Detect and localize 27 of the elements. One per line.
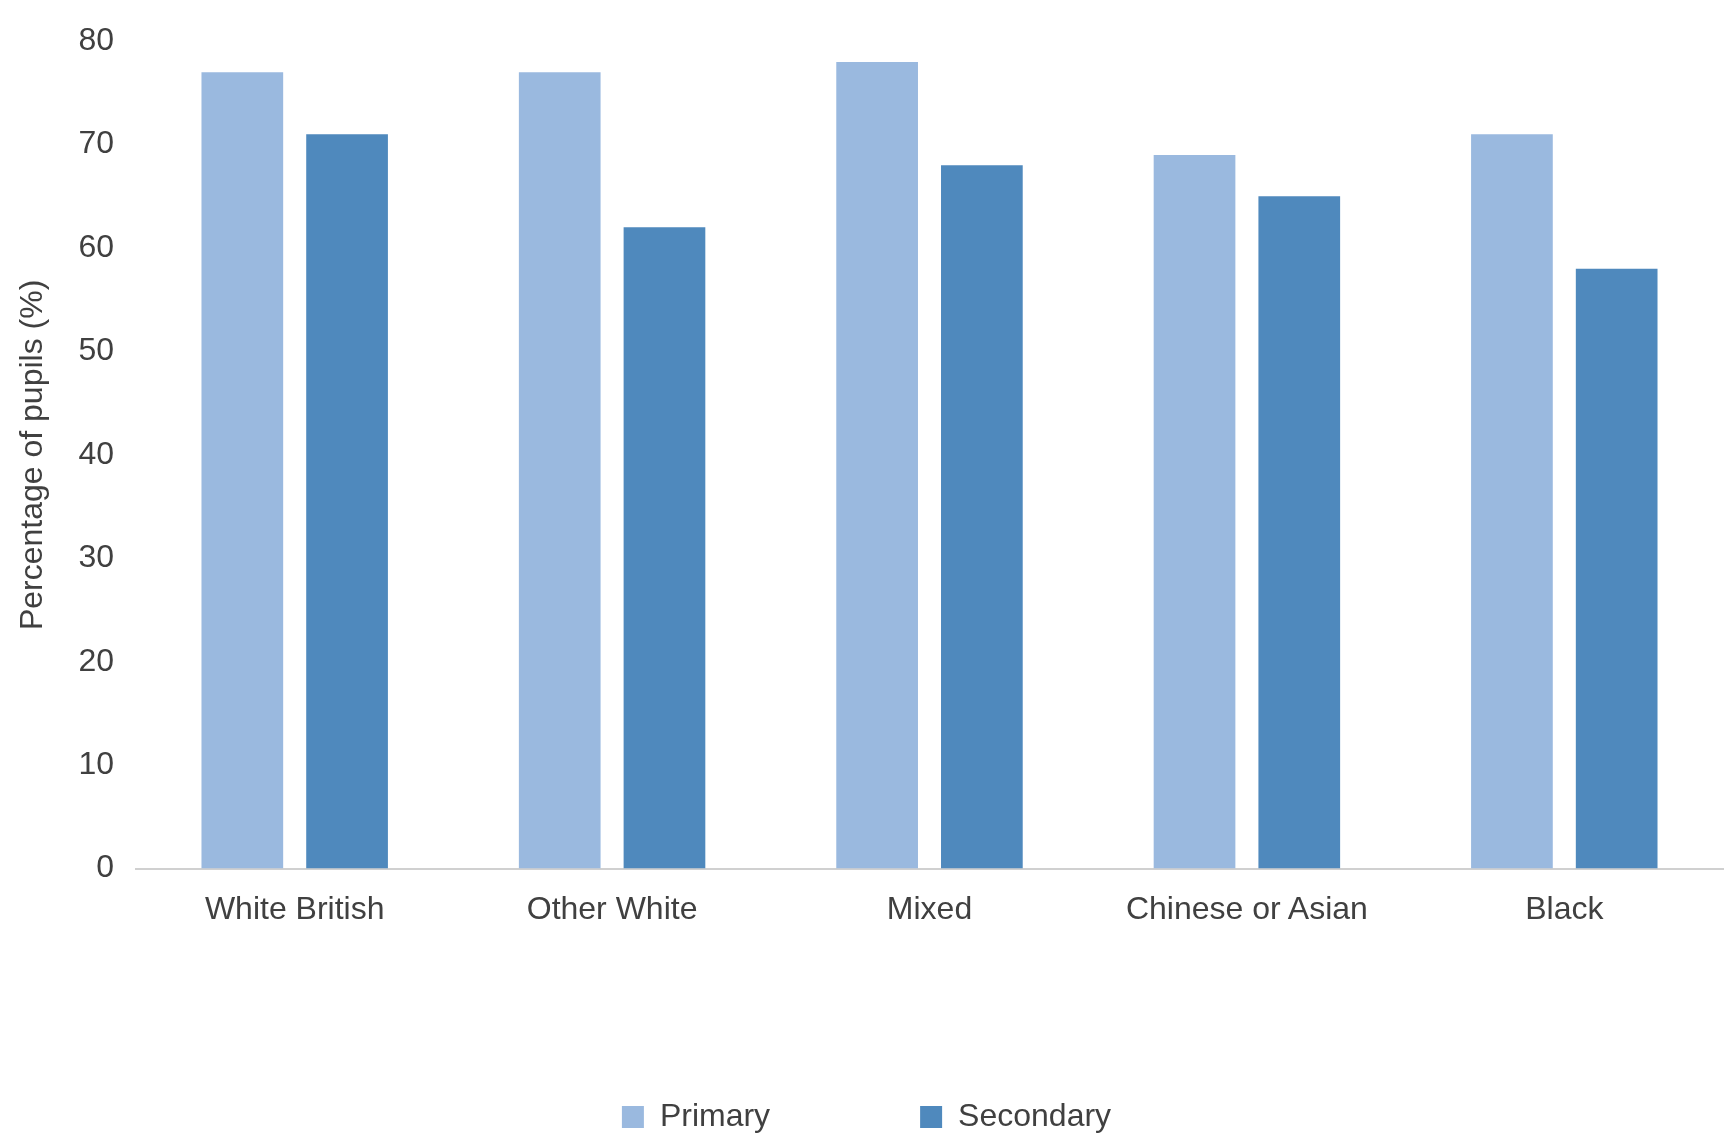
bar — [941, 165, 1023, 869]
y-tick-label: 30 — [78, 538, 114, 575]
bar — [518, 72, 601, 869]
y-tick-label: 60 — [78, 227, 114, 264]
y-tick-label: 10 — [78, 745, 114, 781]
bar — [623, 227, 706, 869]
x-tick-label: Black — [1525, 889, 1605, 926]
bar — [306, 134, 388, 869]
legend-label: Secondary — [958, 1096, 1112, 1133]
y-tick-label: 70 — [78, 124, 114, 161]
bar — [201, 72, 284, 869]
legend-label: Primary — [659, 1096, 771, 1133]
y-tick-label: 0 — [96, 848, 114, 885]
y-tick-label: 50 — [78, 331, 114, 368]
x-tick-label: Chinese or Asian — [1125, 889, 1368, 926]
bar — [1471, 134, 1553, 869]
y-tick-label: 20 — [78, 641, 114, 678]
x-tick-label: White British — [204, 889, 385, 926]
y-tick-label: 40 — [78, 434, 114, 471]
x-tick-label: Other White — [526, 889, 698, 926]
bar — [1575, 268, 1658, 869]
x-tick-label: Mixed — [886, 889, 973, 926]
bar — [1258, 196, 1341, 869]
bar — [1153, 154, 1236, 869]
y-axis-title: Percentage of pupils (%) — [13, 279, 50, 631]
y-tick-label: 80 — [78, 21, 114, 58]
bar — [836, 61, 918, 869]
